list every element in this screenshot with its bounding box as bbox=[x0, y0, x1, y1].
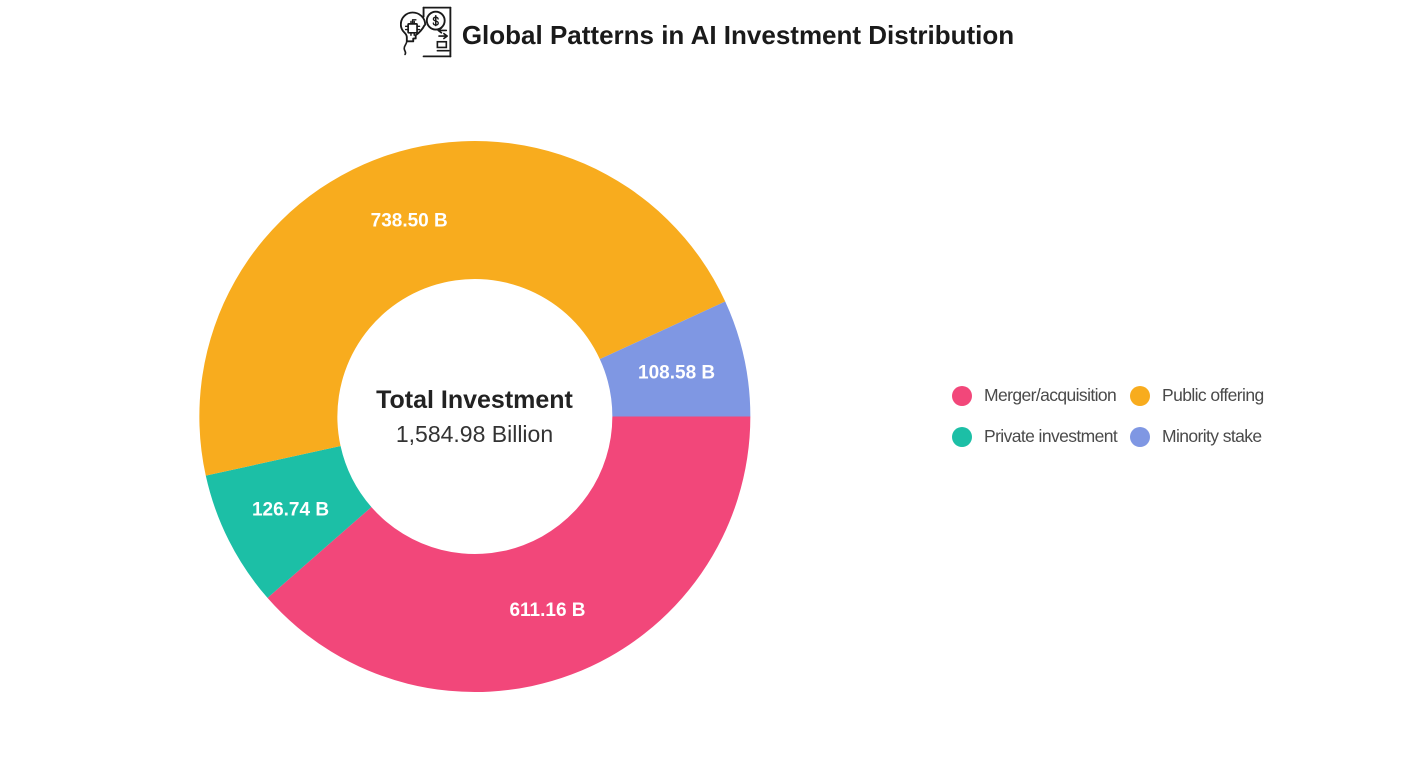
svg-text:611.16 B: 611.16 B bbox=[509, 600, 585, 621]
svg-text:738.50 B: 738.50 B bbox=[371, 211, 448, 232]
